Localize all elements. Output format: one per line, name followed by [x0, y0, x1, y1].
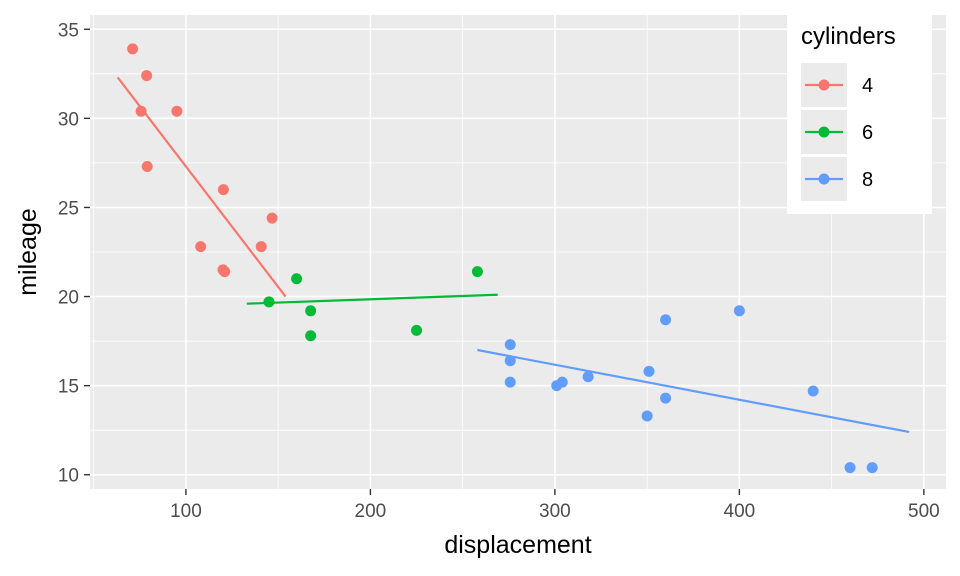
point-8: [660, 392, 672, 404]
point-6: [305, 305, 317, 317]
point-8: [866, 462, 878, 474]
legend-label: 4: [862, 75, 873, 97]
point-8: [504, 376, 516, 388]
y-axis: 10 15 20 25 30 35: [58, 20, 90, 487]
point-8: [660, 314, 672, 326]
point-4: [217, 184, 229, 196]
point-4: [195, 241, 207, 253]
point-4: [141, 70, 153, 82]
y-axis-title: mileage: [14, 208, 42, 296]
point-8: [582, 371, 594, 383]
legend: cylinders 4 6 8: [787, 14, 932, 214]
legend-key-point: [818, 79, 830, 91]
point-8: [643, 365, 655, 377]
point-8: [733, 305, 745, 317]
x-tick-label: 500: [908, 501, 940, 522]
x-tick-label: 300: [539, 501, 571, 522]
x-axis-title: displacement: [444, 531, 591, 559]
point-8: [556, 376, 568, 388]
point-4: [255, 241, 267, 253]
x-tick-label: 400: [724, 501, 756, 522]
legend-key-point: [818, 126, 830, 138]
point-4: [127, 43, 139, 55]
y-tick-label: 35: [58, 20, 79, 41]
point-4: [141, 160, 153, 172]
y-tick-label: 25: [58, 198, 79, 219]
x-tick-label: 200: [355, 501, 387, 522]
point-8: [844, 462, 856, 474]
point-6: [263, 296, 275, 308]
point-8: [641, 410, 653, 422]
y-tick-label: 10: [58, 466, 79, 487]
point-8: [504, 339, 516, 351]
legend-label: 6: [862, 122, 873, 144]
y-tick-label: 20: [58, 288, 79, 309]
point-8: [807, 385, 819, 397]
point-4: [171, 105, 183, 117]
x-tick-label: 100: [170, 501, 202, 522]
legend-title: cylinders: [801, 23, 896, 50]
x-axis: 100 200 300 400 500: [170, 489, 940, 522]
point-6: [291, 273, 303, 285]
legend-label: 8: [862, 169, 873, 191]
point-6: [411, 324, 423, 336]
legend-items: 4 6 8: [801, 63, 873, 201]
y-tick-label: 30: [58, 109, 79, 130]
point-4: [219, 266, 231, 278]
point-4: [135, 105, 147, 117]
fit-line-6: [246, 293, 498, 305]
point-8: [504, 355, 516, 367]
y-tick-label: 15: [58, 377, 79, 398]
point-6: [305, 330, 317, 342]
point-6: [471, 266, 483, 278]
point-4: [266, 212, 278, 224]
legend-key-point: [818, 173, 830, 185]
fit-line-8: [477, 348, 910, 434]
data-points: [127, 43, 878, 474]
